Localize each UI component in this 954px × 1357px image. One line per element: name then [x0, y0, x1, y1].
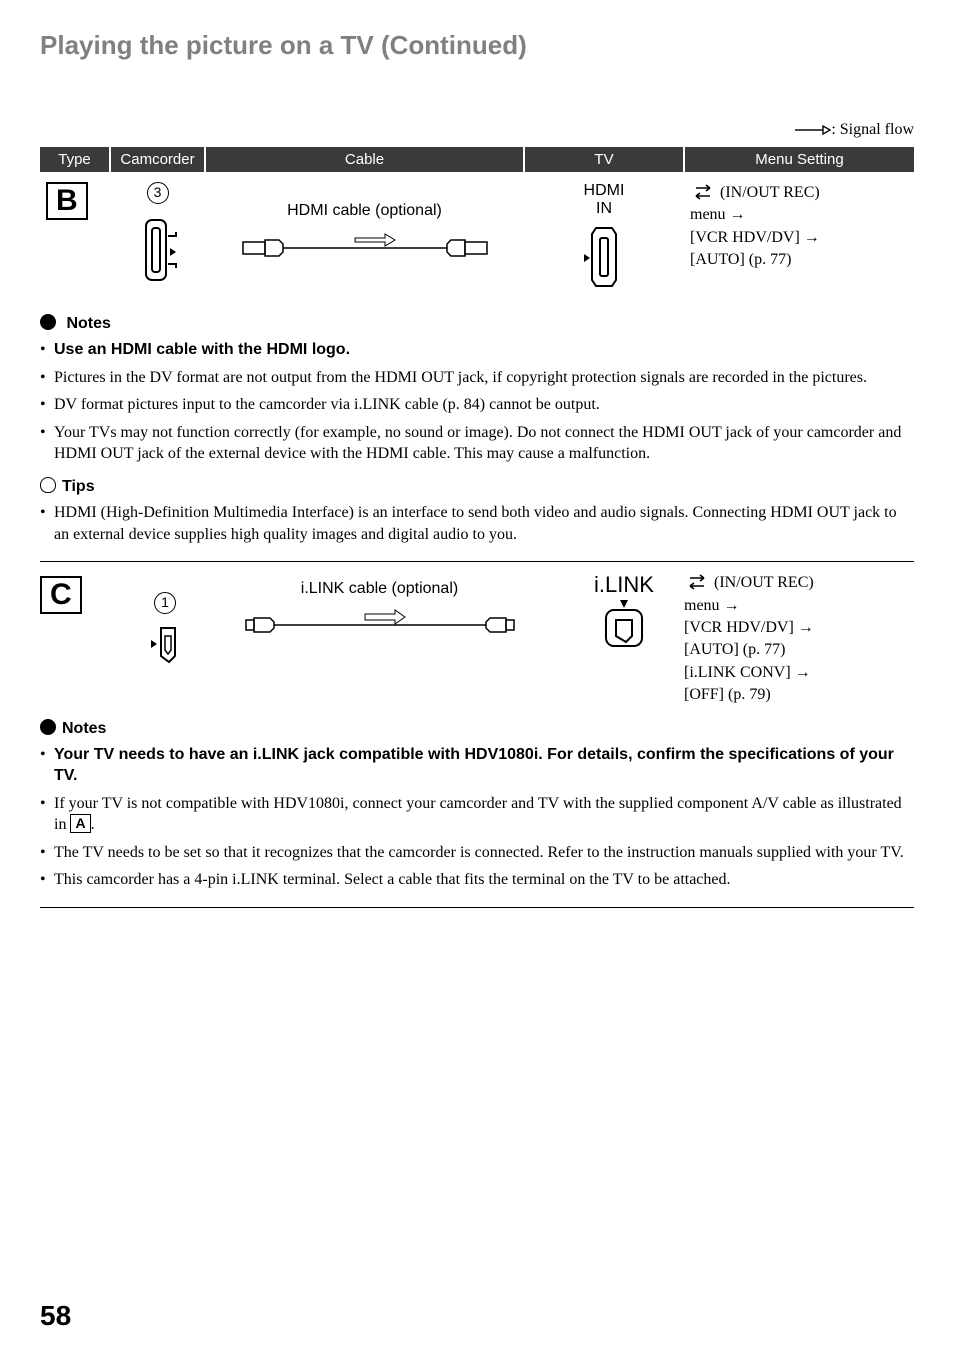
tv-label-ilink: i.LINK [564, 572, 684, 598]
jack-number-1: 1 [154, 592, 176, 614]
connection-table: Type Camcorder Cable TV Menu Setting B 3 [40, 147, 914, 302]
menu-c-1: (IN/OUT REC) [710, 574, 814, 591]
list-item: If your TV is not compatible with HDV108… [40, 793, 914, 836]
signal-arrow-icon [793, 124, 831, 136]
th-tv: TV [524, 147, 684, 172]
menu-b-3: [VCR HDV/DV] [690, 229, 804, 246]
menu-c-6: [OFF] (p. 79) [684, 686, 771, 703]
th-cable: Cable [205, 147, 524, 172]
th-camcorder: Camcorder [110, 147, 205, 172]
list-item: Your TVs may not function correctly (for… [40, 422, 914, 465]
separator [40, 907, 914, 908]
row-c: C 1 i.LINK cable (optional) i.LINK [40, 572, 914, 706]
notes-list-c: Your TV needs to have an i.LINK jack com… [40, 744, 914, 892]
tips-heading: Tips [40, 477, 914, 496]
list-item: DV format pictures input to the camcorde… [40, 394, 914, 416]
tips-list: HDMI (High-Definition Multimedia Interfa… [40, 502, 914, 545]
type-box-b: B [46, 182, 88, 220]
menu-b-1: (IN/OUT REC) [716, 184, 820, 201]
signal-flow-legend: : Signal flow [40, 121, 914, 139]
list-item: HDMI (High-Definition Multimedia Interfa… [40, 502, 914, 545]
menu-setting-c: (IN/OUT REC) menu → [VCR HDV/DV] → [AUTO… [684, 572, 914, 706]
th-menu: Menu Setting [684, 147, 914, 172]
list-item: Your TV needs to have an i.LINK jack com… [40, 744, 914, 787]
menu-setting-b: (IN/OUT REC) menu → [VCR HDV/DV] → [AUTO… [684, 172, 914, 302]
cable-label-c: i.LINK cable (optional) [195, 580, 564, 598]
list-item: The TV needs to be set so that it recogn… [40, 842, 914, 864]
tv-label-in: IN [530, 200, 678, 218]
menu-b-4: [AUTO] (p. 77) [690, 251, 791, 268]
menu-c-5: [i.LINK CONV] [684, 664, 795, 681]
menu-c-3: [VCR HDV/DV] [684, 619, 798, 636]
notes-heading-c: Notes [40, 719, 914, 738]
list-item: This camcorder has a 4-pin i.LINK termin… [40, 869, 914, 891]
ilink-cable-icon [240, 606, 520, 642]
page-number: 58 [40, 1300, 71, 1332]
camcorder-jack-icon [136, 212, 180, 292]
tv-label-hdmi: HDMI [530, 182, 678, 200]
th-type: Type [40, 147, 110, 172]
notes-heading-b: Notes [40, 314, 914, 333]
cable-label-b: HDMI cable (optional) [211, 202, 518, 220]
tv-ilink-jack-icon [596, 598, 652, 650]
menu-c-2: menu [684, 597, 724, 614]
inline-type-a: A [70, 814, 90, 833]
type-box-c: C [40, 576, 82, 614]
jack-number-3: 3 [147, 182, 169, 204]
menu-c-4: [AUTO] (p. 77) [684, 641, 785, 658]
table-row-b: B 3 HDMI cable (optional) [40, 172, 914, 302]
list-item: Use an HDMI cable with the HDMI logo. [40, 339, 914, 361]
separator [40, 561, 914, 562]
menu-b-2: menu [690, 206, 730, 223]
inout-rec-icon [684, 574, 710, 590]
inout-rec-icon [690, 184, 716, 200]
notes-list-b: Use an HDMI cable with the HDMI logo. Pi… [40, 339, 914, 465]
list-item: Pictures in the DV format are not output… [40, 367, 914, 389]
legend-text: : Signal flow [831, 121, 914, 138]
hdmi-cable-icon [235, 228, 495, 268]
camcorder-ilink-jack-icon [147, 618, 183, 664]
page-title: Playing the picture on a TV (Continued) [40, 30, 914, 61]
tv-jack-icon [582, 222, 626, 292]
